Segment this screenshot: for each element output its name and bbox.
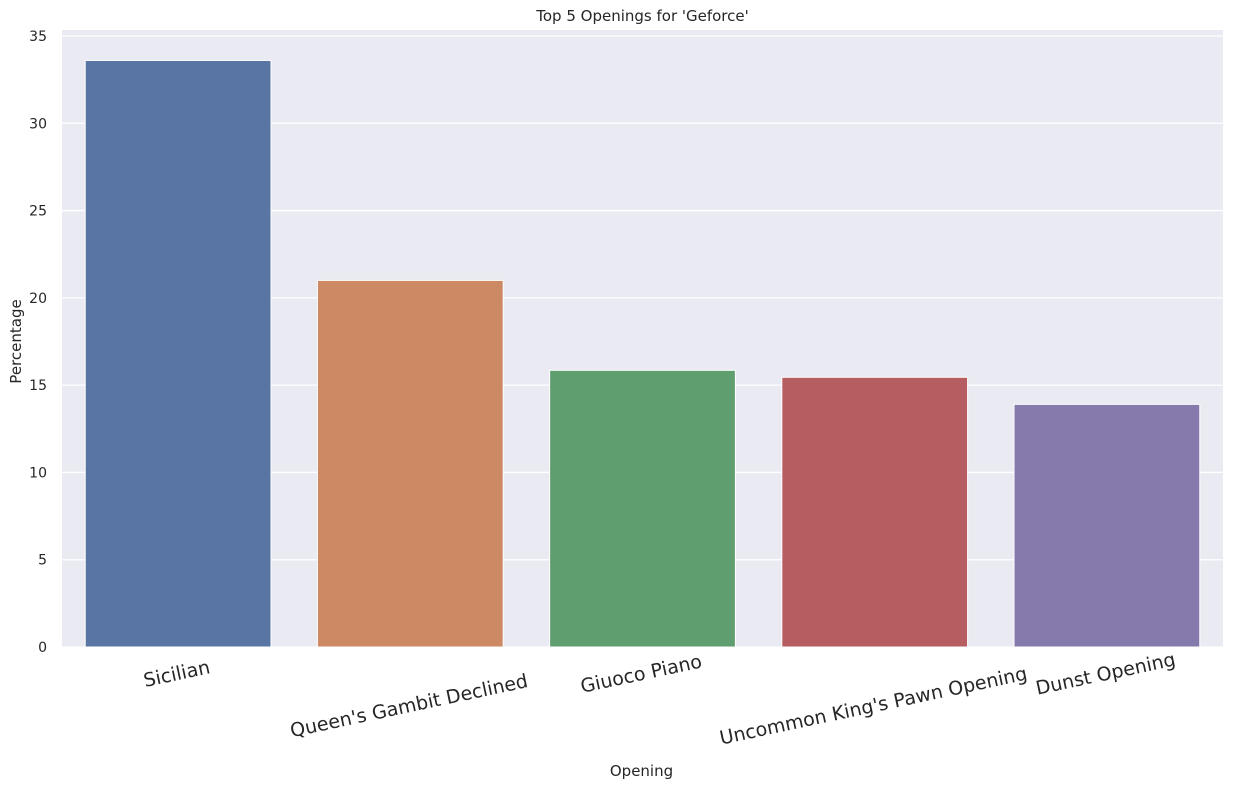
y-axis-ticks: 0 5 10 15 20 25 30 35: [29, 29, 47, 656]
y-tick-label: 35: [29, 29, 47, 45]
y-tick-label: 15: [29, 378, 47, 394]
x-tick-label: Sicilian: [142, 656, 212, 692]
x-tick-label: Giuoco Piano: [579, 651, 704, 698]
bar-1: [316, 279, 504, 648]
y-tick-label: 5: [38, 553, 47, 569]
y-axis-label: Percentage: [7, 299, 25, 383]
x-axis-label: Opening: [610, 762, 673, 780]
y-tick-label: 25: [29, 204, 47, 220]
chart-title: Top 5 Openings for 'Geforce': [535, 7, 749, 25]
y-tick-label: 20: [29, 291, 47, 307]
x-tick-label: Uncommon King's Pawn Opening: [718, 663, 1029, 750]
bar-3: [781, 376, 969, 648]
x-tick-label: Dunst Opening: [1034, 649, 1178, 700]
x-axis-ticks: Sicilian Queen's Gambit Declined Giuoco Pi…: [142, 649, 1178, 750]
y-tick-label: 10: [29, 465, 47, 481]
x-tick-label: Queen's Gambit Declined: [288, 670, 530, 742]
bar-0: [84, 59, 272, 648]
bar-2: [549, 369, 736, 648]
y-tick-label: 0: [38, 640, 47, 656]
y-tick-label: 30: [29, 116, 47, 132]
bar-4: [1013, 403, 1201, 648]
bars: [84, 59, 1201, 648]
